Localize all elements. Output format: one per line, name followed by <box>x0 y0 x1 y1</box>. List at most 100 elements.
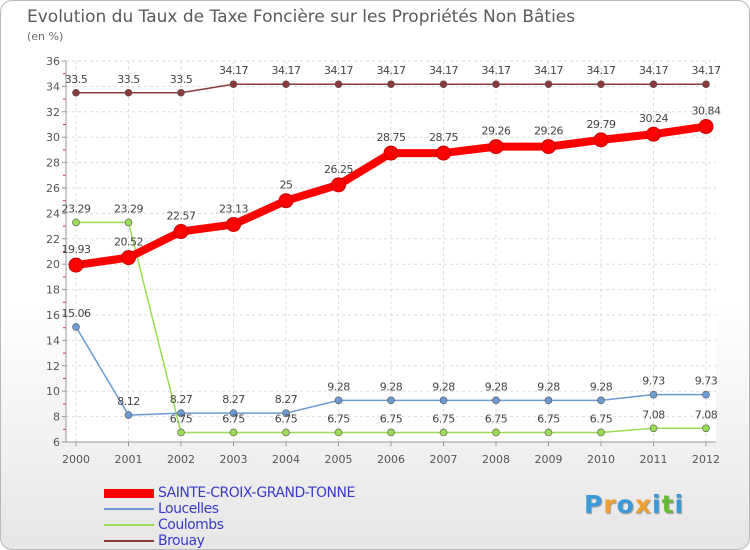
data-point <box>229 428 238 437</box>
data-label: 23.29 <box>62 202 91 215</box>
legend-item: Loucelles <box>104 501 355 517</box>
data-label: 9.28 <box>590 380 613 393</box>
data-point <box>282 80 290 89</box>
data-point <box>597 80 605 89</box>
data-label: 8.27 <box>170 393 193 406</box>
data-point <box>387 396 395 405</box>
data-point <box>698 119 714 135</box>
data-label: 19.93 <box>62 243 91 256</box>
y-tick-label: 32 <box>46 106 60 119</box>
data-point <box>492 428 500 437</box>
data-point <box>177 88 185 97</box>
y-tick-label: 14 <box>46 334 60 347</box>
data-label: 9.73 <box>695 375 718 388</box>
data-label: 6.75 <box>275 412 298 425</box>
y-tick-label: 26 <box>46 182 60 195</box>
data-label: 7.08 <box>695 408 718 421</box>
data-label: 9.28 <box>327 380 350 393</box>
x-tick-label: 2010 <box>587 453 615 466</box>
data-label: 6.75 <box>170 412 193 425</box>
y-tick-label: 16 <box>46 309 60 322</box>
plot-area <box>66 61 716 442</box>
data-point <box>68 257 84 273</box>
data-label: 29.26 <box>534 125 563 138</box>
data-label: 15.06 <box>62 307 91 320</box>
y-tick-label: 22 <box>46 233 60 246</box>
data-point <box>282 428 290 437</box>
x-tick-label: 2002 <box>167 453 195 466</box>
data-point <box>331 177 346 193</box>
data-point <box>334 428 343 437</box>
data-point <box>278 193 294 209</box>
data-point <box>492 80 500 89</box>
x-tick-label: 2005 <box>325 453 353 466</box>
y-tick-label: 20 <box>46 258 60 271</box>
data-label: 6.75 <box>537 412 560 425</box>
data-point <box>439 396 448 405</box>
logo-letter: o <box>616 490 635 519</box>
data-label: 9.28 <box>537 380 560 393</box>
data-label: 20.52 <box>114 236 143 249</box>
data-point <box>229 80 238 89</box>
data-label: 34.17 <box>324 64 353 77</box>
data-label: 34.17 <box>587 64 616 77</box>
data-point <box>544 80 553 89</box>
data-point <box>177 428 185 437</box>
data-point <box>72 88 80 97</box>
logo-letter: x <box>634 490 652 519</box>
data-label: 8.12 <box>117 395 140 408</box>
y-axis-unit-label: (en %) <box>27 30 64 43</box>
x-tick-label: 2003 <box>220 453 248 466</box>
data-point <box>439 80 448 89</box>
data-label: 28.75 <box>429 131 458 144</box>
data-point <box>173 224 189 240</box>
data-label: 34.17 <box>219 64 248 77</box>
legend-swatch <box>104 524 154 526</box>
data-label: 6.75 <box>590 412 613 425</box>
legend-swatch <box>104 540 154 542</box>
y-tick-label: 12 <box>46 360 60 373</box>
x-tick-label: 2001 <box>115 453 143 466</box>
data-label: 33.5 <box>170 73 193 86</box>
data-point <box>597 428 605 437</box>
data-label: 25 <box>280 179 293 192</box>
logo-letter: i <box>674 490 685 519</box>
data-point <box>492 396 500 405</box>
data-point <box>593 132 609 148</box>
legend-label: SAINTE-CROIX-GRAND-TONNE <box>158 485 355 501</box>
data-label: 34.17 <box>482 64 511 77</box>
data-point <box>436 145 451 161</box>
data-point <box>544 428 553 437</box>
data-label: 28.75 <box>377 131 406 144</box>
x-tick-label: 2006 <box>377 453 405 466</box>
data-label: 6.75 <box>222 412 245 425</box>
x-tick-label: 2011 <box>640 453 668 466</box>
y-tick-label: 34 <box>46 80 60 93</box>
data-label: 6.75 <box>380 412 403 425</box>
legend-swatch <box>104 488 154 498</box>
proxiti-logo: Proxiti <box>584 490 684 519</box>
data-point <box>229 409 238 417</box>
y-tick-label: 6 <box>53 436 60 449</box>
data-point <box>702 80 710 89</box>
data-point <box>124 218 133 227</box>
data-label: 9.28 <box>380 380 403 393</box>
chart-legend: SAINTE-CROIX-GRAND-TONNE Loucelles Coulo… <box>104 485 355 549</box>
logo-letter: P <box>584 490 604 519</box>
data-point <box>334 80 343 89</box>
data-point <box>702 424 710 433</box>
data-label: 34.17 <box>692 64 721 77</box>
y-tick-label: 8 <box>53 411 60 424</box>
logo-letter: i <box>652 490 662 519</box>
y-tick-label: 28 <box>46 157 60 170</box>
data-point <box>72 218 80 227</box>
data-point <box>334 396 343 405</box>
legend-swatch <box>104 508 154 510</box>
data-label: 6.75 <box>327 412 350 425</box>
data-point <box>226 216 241 232</box>
legend-label: Brouay <box>158 533 205 549</box>
data-label: 7.08 <box>642 408 665 421</box>
legend-label: Coulombs <box>158 517 224 533</box>
data-label: 22.57 <box>167 210 196 223</box>
